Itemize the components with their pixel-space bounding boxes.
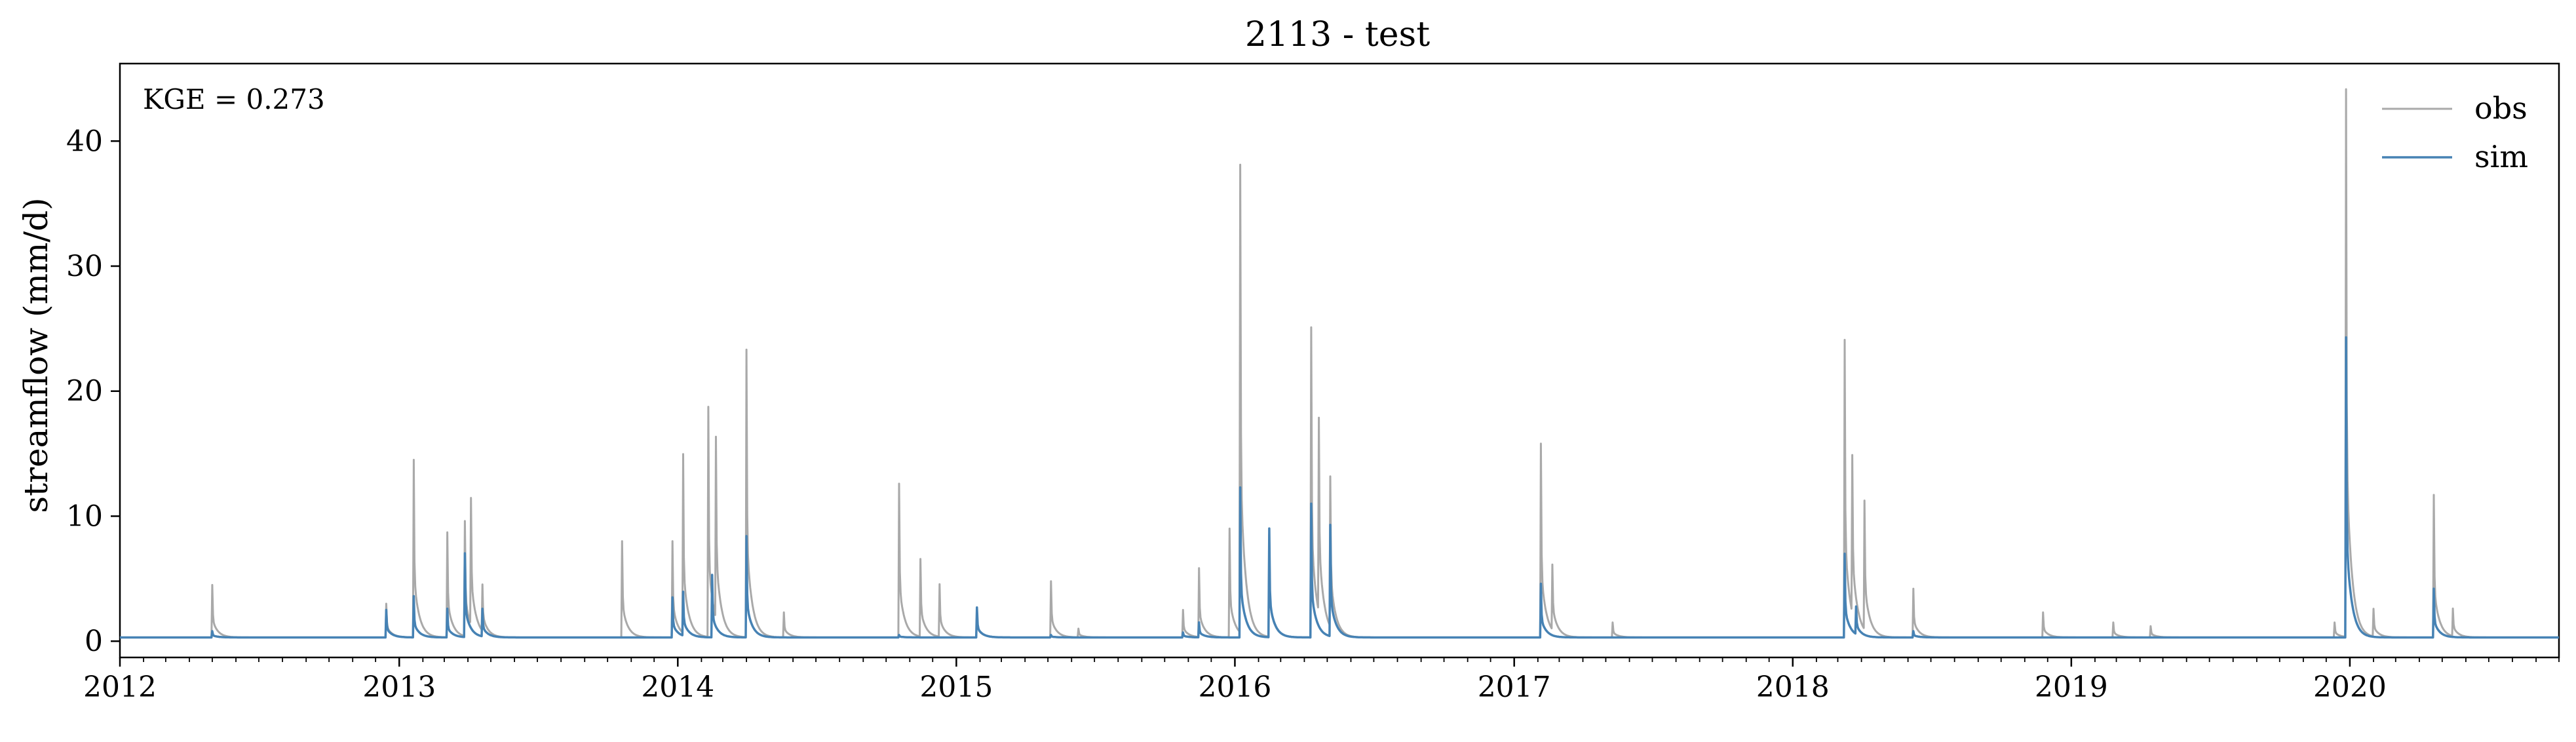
y-tick-label: 30	[66, 250, 103, 283]
y-tick-label: 10	[66, 499, 103, 533]
x-tick-label: 2017	[1478, 671, 1551, 704]
x-tick-label: 2013	[362, 671, 436, 704]
x-tick-label: 2014	[641, 671, 714, 704]
series-sim-line	[119, 336, 2560, 639]
kge-annotation: KGE = 0.273	[143, 83, 325, 115]
y-tick-label: 0	[85, 625, 103, 658]
x-axis: 2012 2013 2014 2015 2016 2017 2018 2019 2020	[83, 657, 2560, 704]
legend: obs sim	[2382, 90, 2528, 174]
x-tick-label: 2012	[83, 671, 157, 704]
x-tick-label: 2016	[1198, 671, 1271, 704]
x-tick-label: 2019	[2035, 671, 2108, 704]
y-axis: 0 10 20 30 40	[66, 125, 120, 658]
series-obs-line	[119, 88, 2560, 638]
y-tick-label: 20	[66, 375, 103, 408]
y-tick-label: 40	[66, 125, 103, 158]
plot-frame	[119, 62, 2560, 659]
y-axis-label: streamflow (mm/d)	[17, 197, 55, 513]
x-tick-label: 2018	[1756, 671, 1830, 704]
x-tick-label: 2015	[919, 671, 993, 704]
series-layer	[119, 88, 2560, 639]
plot-area	[119, 62, 2560, 659]
chart-title: 2113 - test	[1245, 15, 1430, 54]
legend-obs-label: obs	[2474, 90, 2528, 126]
legend-sim-label: sim	[2474, 139, 2528, 174]
x-tick-label: 2020	[2313, 671, 2387, 704]
